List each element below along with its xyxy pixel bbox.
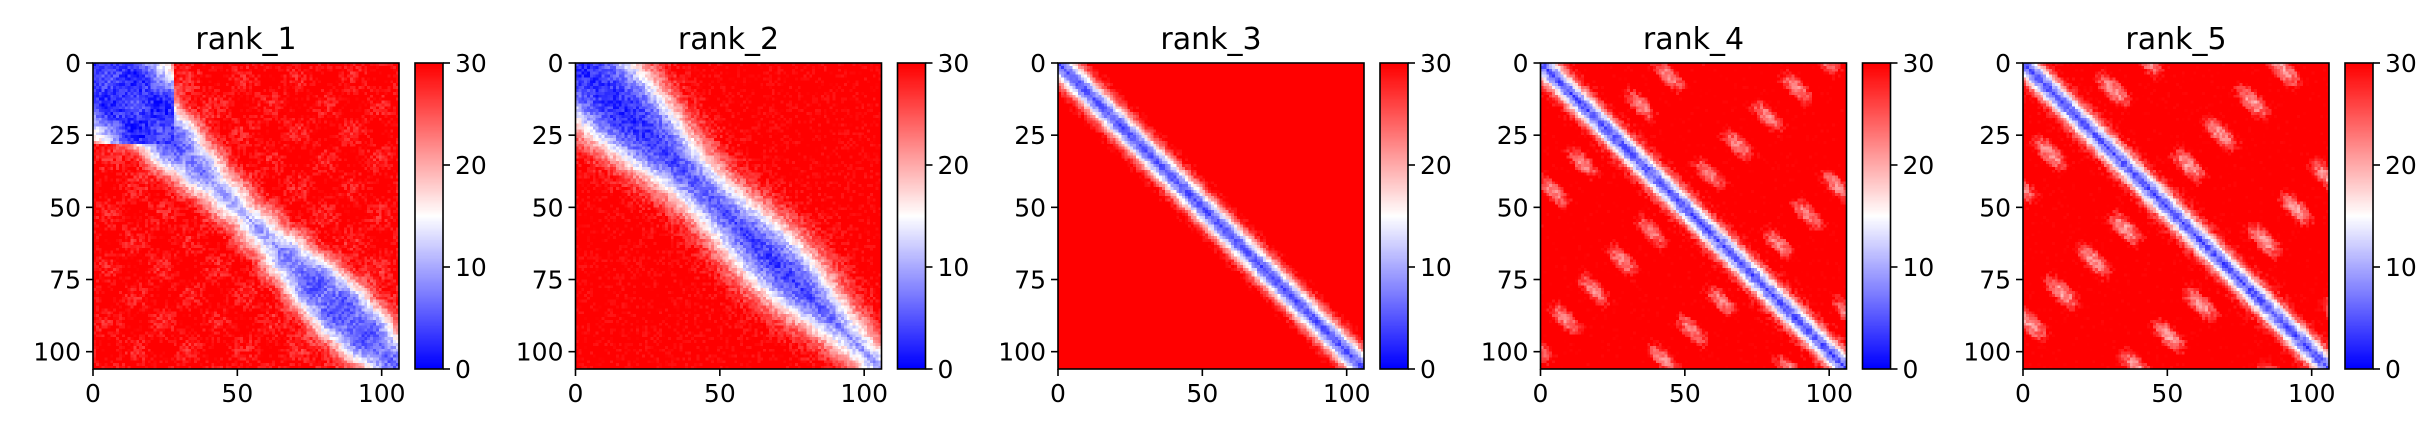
colorbar-tick-label: 10 xyxy=(2385,253,2417,282)
x-tick-label: 100 xyxy=(358,379,406,408)
colorbar: 0 10 20 30 xyxy=(896,49,970,384)
y-tick-label: 0 xyxy=(1030,49,1046,78)
colorbar-gradient xyxy=(2345,63,2373,369)
colorbar-tick-label: 0 xyxy=(455,355,471,384)
panel-title: rank_1 xyxy=(195,22,296,57)
colorbar-tick-label: 30 xyxy=(1903,49,1935,78)
y-tick-label: 75 xyxy=(1979,266,2011,295)
plot-frame xyxy=(92,62,400,370)
y-tick-label: 0 xyxy=(65,49,81,78)
panel-title: rank_4 xyxy=(1643,22,1744,57)
y-tick-label: 0 xyxy=(1513,49,1529,78)
y-tick-label: 50 xyxy=(49,193,81,222)
y-tick-label: 0 xyxy=(1995,49,2011,78)
y-tick-label: 25 xyxy=(1014,121,1046,150)
colorbar-gradient xyxy=(1862,63,1891,369)
x-tick-label: 0 xyxy=(2015,379,2031,408)
x-tick-label: 0 xyxy=(85,379,101,408)
y-tick-label: 50 xyxy=(532,193,564,222)
plot-frame xyxy=(1057,62,1365,370)
y-tick-label: 25 xyxy=(1497,121,1529,150)
colorbar-frame xyxy=(896,62,927,370)
x-tick-label: 50 xyxy=(704,379,736,408)
y-tick-label: 75 xyxy=(49,266,81,295)
colorbar: 0 10 20 30 xyxy=(414,49,487,384)
x-tick-label: 0 xyxy=(1050,379,1066,408)
x-tick-label: 100 xyxy=(2288,379,2336,408)
colorbar-tick-label: 20 xyxy=(1420,151,1452,180)
colorbar-tick-label: 30 xyxy=(455,49,487,78)
y-tick-label: 50 xyxy=(1014,193,1046,222)
heatmap-image xyxy=(575,63,882,369)
heatmap-image xyxy=(1540,63,1847,369)
y-tick-label: 100 xyxy=(998,338,1046,367)
colorbar-tick-label: 10 xyxy=(455,253,487,282)
plot-frame xyxy=(574,62,883,370)
x-tick-label: 0 xyxy=(568,379,584,408)
colorbar-frame xyxy=(1379,62,1409,370)
x-tick-label: 100 xyxy=(1805,379,1853,408)
panel-title: rank_2 xyxy=(678,22,779,57)
colorbar-gradient xyxy=(897,63,926,369)
plot-frame xyxy=(1539,62,1848,370)
y-tick-label: 100 xyxy=(33,338,81,367)
colorbar-frame xyxy=(1861,62,1892,370)
panel-title: rank_3 xyxy=(1160,22,1261,57)
y-tick-label: 100 xyxy=(516,338,564,367)
y-tick-label: 75 xyxy=(1014,266,1046,295)
x-tick-label: 50 xyxy=(1669,379,1701,408)
colorbar: 0 10 20 30 xyxy=(1861,49,1935,384)
y-tick-label: 25 xyxy=(532,121,564,150)
y-tick-label: 100 xyxy=(1963,338,2011,367)
x-tick-label: 50 xyxy=(1186,379,1218,408)
colorbar-tick-label: 0 xyxy=(1903,355,1919,384)
colorbar-gradient xyxy=(1380,63,1408,369)
colorbar-tick-label: 20 xyxy=(1903,151,1935,180)
colorbar: 0 10 20 30 xyxy=(1379,49,1452,384)
y-tick-label: 25 xyxy=(49,121,81,150)
y-tick-label: 100 xyxy=(1481,338,1529,367)
colorbar-tick-label: 10 xyxy=(1420,253,1452,282)
heatmap-image xyxy=(1058,63,1364,369)
y-tick-label: 0 xyxy=(548,49,564,78)
colorbar: 0 10 20 30 xyxy=(2344,49,2417,384)
y-tick-label: 25 xyxy=(1979,121,2011,150)
colorbar-tick-label: 10 xyxy=(938,253,970,282)
heatmap-image xyxy=(2023,63,2329,369)
colorbar-tick-label: 30 xyxy=(1420,49,1452,78)
colorbar-frame xyxy=(414,62,444,370)
x-tick-label: 50 xyxy=(221,379,253,408)
plot-frame xyxy=(2022,62,2330,370)
colorbar-tick-label: 20 xyxy=(455,151,487,180)
colorbar-tick-label: 0 xyxy=(1420,355,1436,384)
x-tick-label: 0 xyxy=(1533,379,1549,408)
colorbar-gradient xyxy=(415,63,443,369)
colorbar-tick-label: 0 xyxy=(2385,355,2401,384)
colorbar-tick-label: 20 xyxy=(938,151,970,180)
colorbar-tick-label: 0 xyxy=(938,355,954,384)
colorbar-tick-label: 20 xyxy=(2385,151,2417,180)
y-tick-label: 50 xyxy=(1979,193,2011,222)
x-tick-label: 50 xyxy=(2151,379,2183,408)
y-tick-label: 75 xyxy=(1497,266,1529,295)
x-tick-label: 100 xyxy=(840,379,888,408)
panel-title: rank_5 xyxy=(2125,22,2226,57)
y-tick-label: 50 xyxy=(1497,193,1529,222)
heatmap-image xyxy=(93,63,399,369)
colorbar-tick-label: 30 xyxy=(938,49,970,78)
colorbar-tick-label: 10 xyxy=(1903,253,1935,282)
y-tick-label: 75 xyxy=(532,266,564,295)
colorbar-frame xyxy=(2344,62,2374,370)
x-tick-label: 100 xyxy=(1323,379,1371,408)
colorbar-tick-label: 30 xyxy=(2385,49,2417,78)
